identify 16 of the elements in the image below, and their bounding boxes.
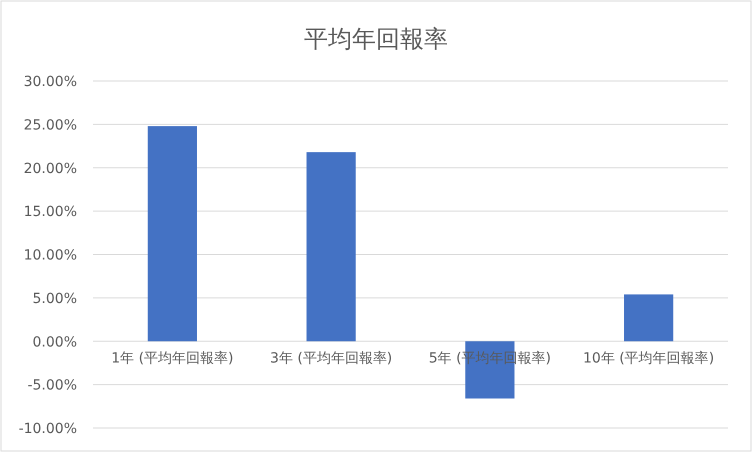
y-tick-label: -5.00% [27,378,77,394]
chart-title: 平均年回報率 [304,25,448,53]
bar [624,294,674,342]
y-tick-label: 30.00% [24,74,77,90]
y-tick-label: 10.00% [24,248,77,264]
y-tick-label: 20.00% [24,160,77,177]
bar [148,126,197,342]
y-tick-label: 15.00% [24,204,77,220]
y-tick-label: 25.00% [24,117,77,134]
y-tick-label: -10.00% [18,421,77,437]
x-tick-label: 1年 (平均年回報率) [111,350,234,366]
y-tick-label: 5.00% [32,290,77,307]
x-tick-label: 3年 (平均年回報率) [270,350,392,366]
x-tick-label: 10年 (平均年回報率) [583,350,714,366]
y-tick-label: 0.00% [32,334,77,350]
bar [306,152,356,342]
